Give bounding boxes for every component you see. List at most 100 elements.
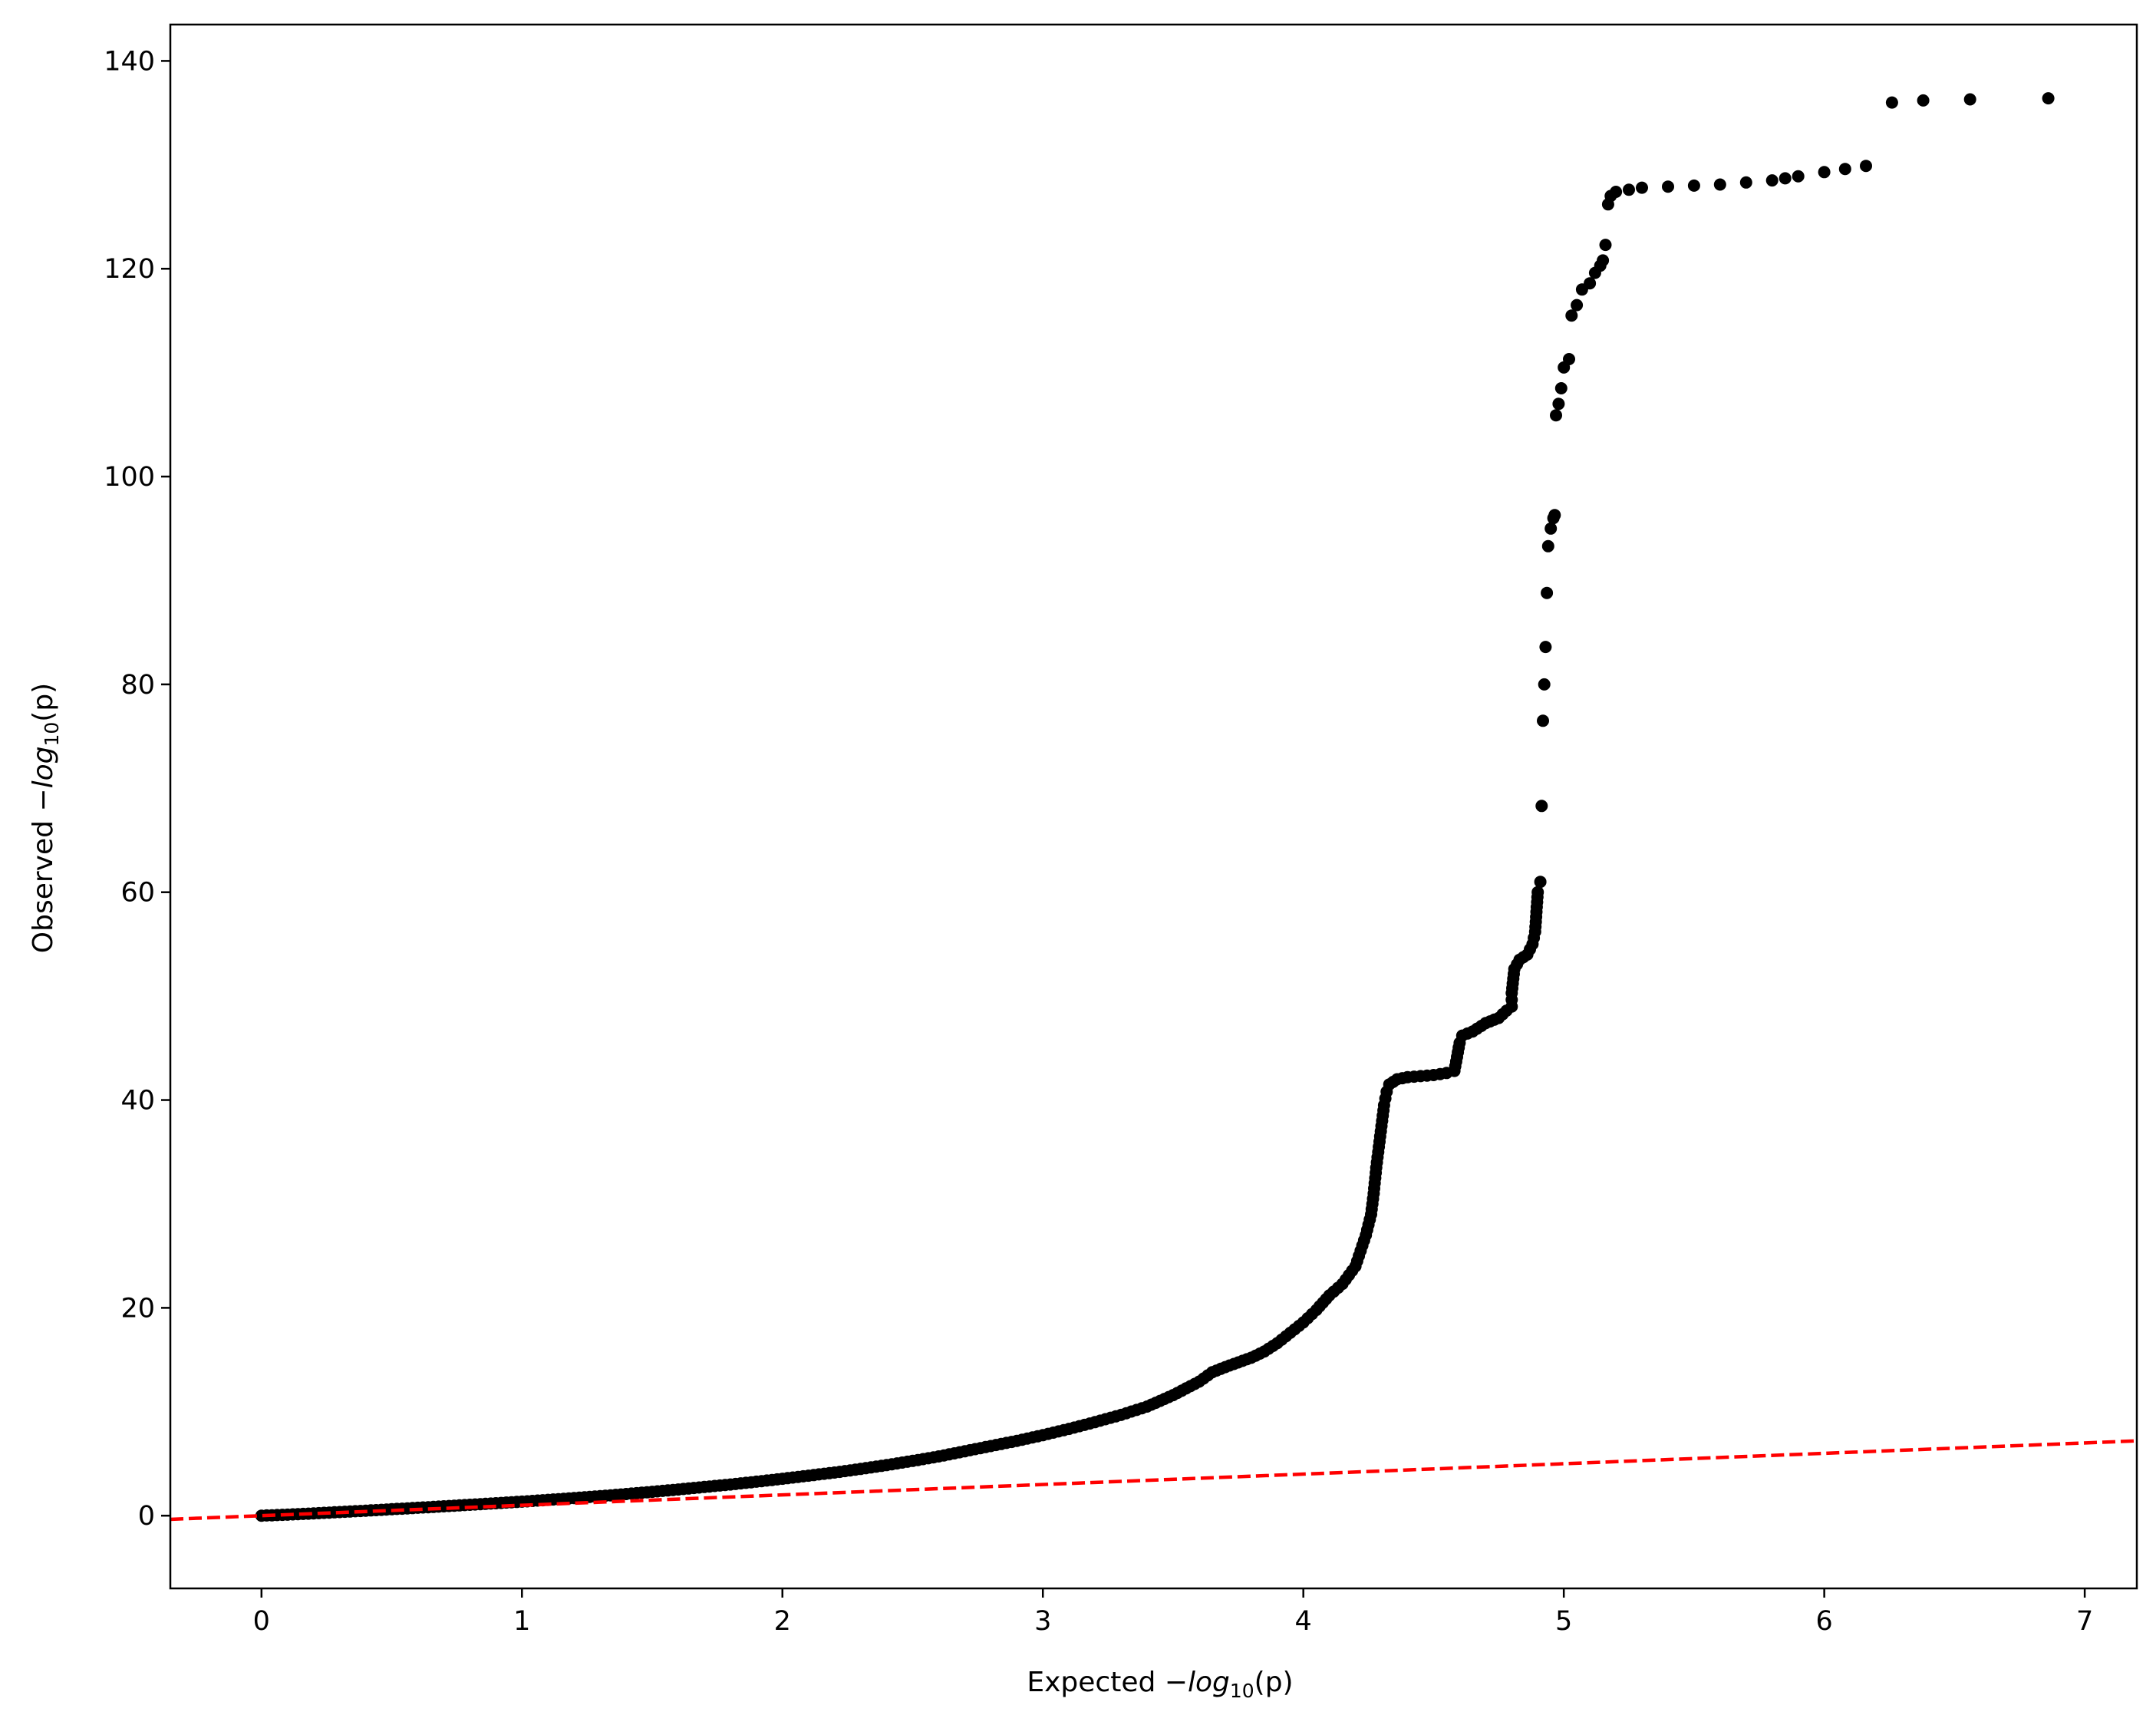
data-point-fill	[875, 1459, 888, 1473]
data-point-fill	[1366, 1192, 1380, 1206]
y-axis-label: Observed −log10(p)	[28, 683, 63, 953]
data-point-fill	[1057, 1423, 1070, 1436]
data-point-114	[1838, 163, 1851, 176]
data-point-fill	[1374, 1125, 1387, 1138]
data-point-fill	[1320, 1292, 1333, 1305]
data-point-fill	[458, 1499, 471, 1512]
data-point-fill	[771, 1473, 783, 1486]
x-tick-label: 2	[774, 1606, 791, 1637]
data-point-fill	[667, 1483, 680, 1496]
x-axis-ticks: 0 1 2 3 4 5 6 7	[253, 1588, 2093, 1637]
data-point-112	[1792, 170, 1805, 183]
data-point-94	[1571, 298, 1584, 312]
data-point-93	[1565, 309, 1578, 322]
data-point-103	[1610, 186, 1623, 198]
x-tick-label: 1	[513, 1606, 530, 1637]
data-point-106	[1662, 180, 1674, 193]
data-point-fill	[745, 1476, 757, 1489]
data-point-116	[1885, 96, 1898, 109]
y-tick-label: 120	[104, 254, 155, 285]
y-tick-label: 20	[120, 1293, 155, 1324]
data-point-fill	[1377, 1104, 1390, 1117]
data-point-fill	[1408, 1070, 1420, 1083]
data-point-fill	[1433, 1067, 1446, 1080]
data-point-fill	[1109, 1410, 1123, 1423]
data-point-84	[1541, 539, 1554, 552]
data-point-88	[1550, 409, 1562, 422]
data-point-fill	[1396, 1072, 1409, 1085]
data-point-fill	[1363, 1213, 1376, 1226]
x-tick-label: 5	[1555, 1606, 1572, 1637]
y-tick-label: 80	[120, 670, 155, 701]
x-tick-label: 7	[2076, 1606, 2093, 1637]
data-point-fill	[1370, 1166, 1383, 1179]
data-point-fill	[1031, 1430, 1044, 1443]
data-point-108	[1713, 178, 1726, 191]
data-point-78	[1534, 876, 1547, 889]
data-point-fill	[1461, 1027, 1474, 1040]
data-point-100	[1599, 239, 1612, 252]
data-point-fill	[1332, 1281, 1344, 1295]
data-point-fill	[1136, 1402, 1149, 1415]
data-point-fill	[1524, 943, 1536, 956]
data-point-fill	[979, 1440, 992, 1453]
data-point-99	[1597, 254, 1610, 267]
data-point-79	[1535, 800, 1548, 813]
data-point-118	[1963, 93, 1976, 106]
data-point-110	[1765, 174, 1779, 187]
data-point-fill	[849, 1463, 862, 1476]
data-point-fill	[1528, 932, 1541, 945]
y-tick-label: 0	[138, 1501, 155, 1532]
data-point-89	[1552, 397, 1565, 411]
data-point-85	[1544, 522, 1558, 535]
data-point-104	[1623, 183, 1635, 196]
data-point-82	[1539, 641, 1552, 654]
reference-line-layer	[170, 1439, 2138, 1522]
data-point-fill	[823, 1466, 836, 1479]
data-point-fill	[719, 1479, 732, 1492]
data-point-fill	[796, 1469, 809, 1483]
data-point-fill	[1452, 1041, 1465, 1054]
data-point-fill	[693, 1481, 706, 1494]
data-point-87	[1548, 509, 1561, 522]
data-point-fill	[641, 1486, 654, 1499]
data-point-83	[1541, 586, 1554, 599]
x-tick-label: 3	[1034, 1606, 1051, 1637]
data-point-fill	[1280, 1330, 1293, 1343]
data-point-fill	[953, 1446, 966, 1459]
data-point-105	[1636, 181, 1648, 194]
data-point-fill	[1346, 1265, 1359, 1277]
data-point-fill	[1293, 1319, 1305, 1332]
reference-line-y-equals-x	[170, 1439, 2138, 1522]
data-point-96	[1584, 277, 1597, 290]
data-point-fill	[927, 1451, 940, 1464]
data-point-90	[1554, 382, 1568, 394]
data-point-fill	[1372, 1146, 1385, 1159]
y-tick-label: 100	[104, 462, 155, 493]
x-tick-label: 6	[1815, 1606, 1832, 1637]
data-point-107	[1687, 179, 1700, 192]
data-point-fill	[1353, 1249, 1366, 1262]
data-point-109	[1739, 176, 1752, 189]
data-point-fill	[328, 1506, 341, 1519]
data-point-fill	[1267, 1340, 1280, 1352]
data-point-fill	[1420, 1069, 1433, 1082]
data-point-111	[1779, 172, 1792, 185]
data-point-fill	[1531, 891, 1544, 904]
data-point-fill	[1508, 968, 1520, 981]
axes-frame	[169, 23, 2138, 1590]
data-point-81	[1538, 678, 1551, 691]
data-point-fill	[380, 1503, 393, 1516]
y-axis-ticks: 0 20 40 60 80 100 120 140	[104, 46, 170, 1532]
data-point-fill	[1005, 1436, 1018, 1449]
data-point-115	[1860, 160, 1872, 173]
data-point-fill	[901, 1455, 914, 1468]
y-tick-label: 60	[120, 878, 155, 909]
data-point-fill	[1083, 1417, 1096, 1430]
data-point-92	[1563, 353, 1575, 365]
data-point-fill	[1379, 1092, 1392, 1105]
x-tick-label: 4	[1295, 1606, 1312, 1637]
